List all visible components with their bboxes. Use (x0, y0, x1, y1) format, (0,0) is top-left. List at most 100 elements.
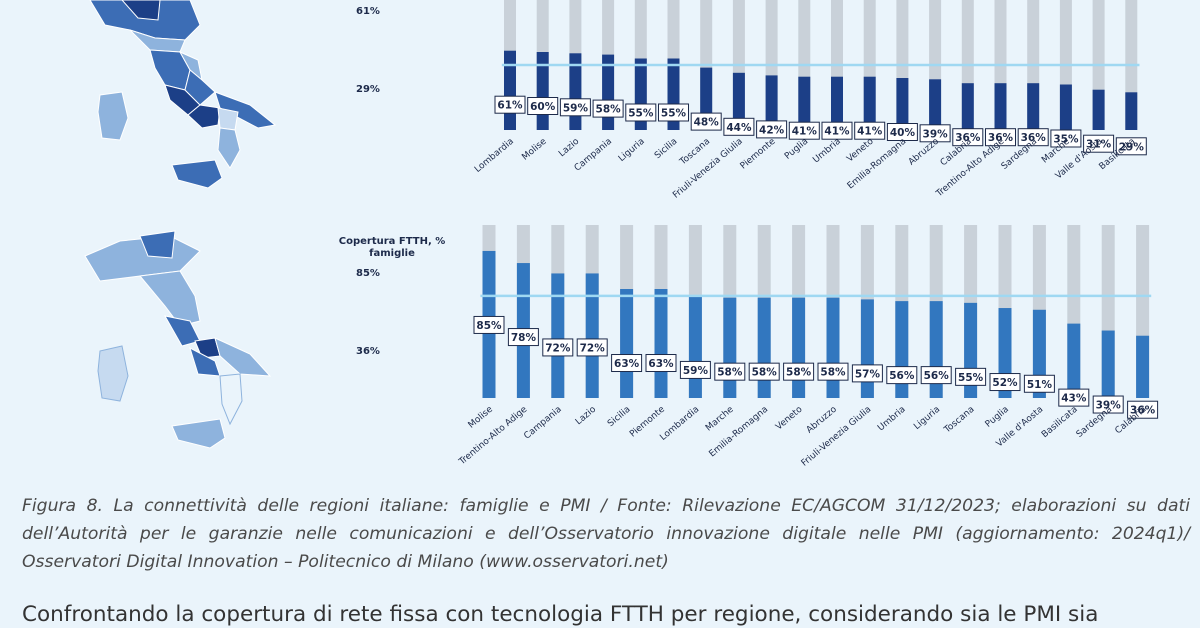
map2-region-trentino (139, 230, 176, 259)
bar (688, 295, 702, 398)
data-label: 55% (625, 103, 657, 122)
data-label-box (473, 315, 505, 334)
map-region-puglia (214, 91, 277, 129)
data-label: 58% (748, 362, 780, 381)
data-label-text: 56% (924, 370, 950, 382)
data-label: 39% (919, 124, 951, 143)
map2-region-centre (139, 270, 201, 327)
data-label-text: 41% (857, 126, 883, 138)
data-label-box (748, 362, 780, 381)
map2-region-sicilia (171, 418, 226, 449)
data-label-text: 60% (530, 101, 556, 113)
data-label-text: 55% (661, 108, 687, 120)
bar (896, 78, 909, 130)
data-label-box (886, 366, 918, 385)
data-label-box (955, 367, 987, 386)
category-tick-label: Puglia (984, 405, 1011, 430)
data-label-text: 57% (855, 368, 881, 380)
data-label-text: 52% (992, 377, 1018, 389)
data-label-text: 29% (1119, 141, 1145, 153)
category-tick-label: Umbria (811, 137, 843, 166)
map-region-abruzzo (184, 69, 216, 106)
data-label: 41% (788, 121, 820, 140)
category-tick-label: Molise (520, 136, 549, 162)
data-label-box (788, 121, 820, 140)
bar (994, 83, 1007, 130)
category-tick-label: Lazio (557, 136, 582, 159)
italy-map-1 (89, 0, 277, 189)
bar (1059, 84, 1072, 130)
bar (860, 299, 874, 398)
data-label-box (645, 354, 677, 373)
data-label-box (1023, 374, 1055, 393)
data-label-box (625, 103, 657, 122)
data-label: 36% (952, 128, 984, 147)
data-label: 41% (821, 121, 853, 140)
bar-chart-1: 61%Lombardia60%Molise59%Lazio58%Campania… (473, 0, 1147, 201)
data-label-box (507, 328, 539, 347)
data-label-text: 35% (1053, 134, 1079, 146)
body-paragraph: Confrontando la copertura di rete fissa … (22, 602, 1099, 627)
data-label-text: 56% (889, 370, 915, 382)
chart-panel-1: 61% 29% 61% Lombardia 60% Molise 59% Lazio 58%… (0, 0, 1200, 215)
data-label: 35% (1050, 129, 1082, 148)
data-label-box (989, 373, 1021, 392)
data-label-box (851, 364, 883, 383)
data-label-box (1083, 134, 1115, 153)
data-label-text: 36% (1130, 405, 1156, 417)
bar (757, 297, 771, 398)
data-label-text: 72% (580, 342, 606, 354)
bar (723, 297, 737, 398)
data-label-box (1127, 400, 1159, 419)
data-label-text: 51% (1027, 379, 1053, 391)
data-label-text: 48% (694, 117, 720, 129)
data-label-text: 78% (511, 332, 537, 344)
data-label-text: 55% (628, 108, 654, 120)
bar (620, 289, 634, 398)
bar (585, 273, 599, 398)
category-tick-label: Trentino-Alto Adige (457, 404, 530, 467)
map-region-lombardia (121, 0, 161, 21)
data-label-box (854, 121, 886, 140)
data-label: 52% (989, 373, 1021, 392)
bar (732, 72, 745, 130)
data-label-text: 58% (752, 367, 778, 379)
legend-min-1: 29% (356, 84, 380, 95)
data-label-text: 58% (786, 367, 812, 379)
category-tick-label: Sicilia (606, 405, 632, 429)
bar-chart-2: 85% Molise 78% Trentino-Alto Adige 72% Campan… (457, 225, 1159, 469)
data-label: 55% (658, 103, 689, 122)
bar (1101, 330, 1115, 398)
data-label-box (817, 362, 849, 381)
map-region-sicilia (171, 159, 223, 189)
data-label: 58% (783, 362, 815, 381)
data-label: 58% (592, 99, 624, 118)
data-label-text: 85% (476, 320, 502, 332)
category-tick-label: Umbria (876, 405, 908, 434)
data-label: 29% (1115, 137, 1147, 156)
data-label-box (592, 99, 624, 118)
data-label: 57% (851, 364, 883, 383)
data-label-text: 42% (759, 124, 785, 136)
data-label: 44% (723, 117, 755, 136)
data-label-box (494, 95, 526, 114)
data-label: 59% (559, 98, 591, 117)
data-label: 36% (985, 128, 1016, 147)
data-label: 56% (886, 366, 918, 385)
data-label-text: 41% (824, 126, 850, 138)
data-label-text: 31% (1086, 139, 1112, 151)
data-label: 60% (527, 97, 559, 115)
map-region-sardegna (97, 91, 129, 141)
data-label: 51% (1023, 374, 1055, 393)
data-label-box (723, 117, 755, 136)
data-label-box (919, 124, 951, 143)
data-label-box (542, 338, 574, 357)
data-label-box (1058, 388, 1090, 407)
data-label: 78% (507, 328, 539, 347)
bar (798, 76, 811, 130)
data-label: 55% (955, 367, 987, 386)
data-label-text: 36% (955, 132, 981, 144)
data-label-text: 58% (717, 367, 743, 379)
data-label: 42% (756, 120, 788, 139)
category-tick-label: Toscana (942, 405, 977, 436)
